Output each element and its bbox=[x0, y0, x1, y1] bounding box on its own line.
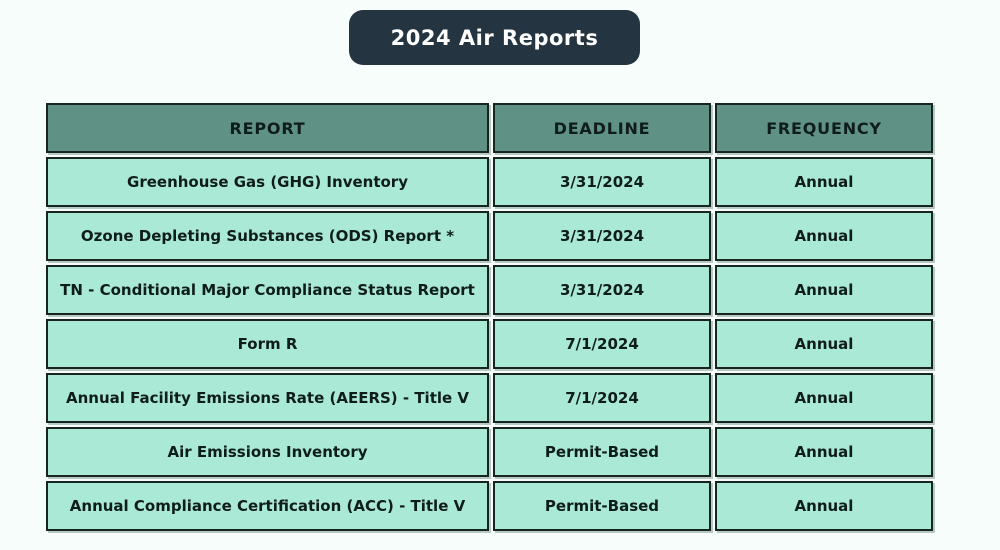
report-cell: Annual Facility Emissions Rate (AEERS) -… bbox=[46, 373, 489, 423]
frequency-cell: Annual bbox=[715, 157, 933, 207]
report-cell: Air Emissions Inventory bbox=[46, 427, 489, 477]
report-cell: Annual Compliance Certification (ACC) - … bbox=[46, 481, 489, 531]
report-cell: Ozone Depleting Substances (ODS) Report … bbox=[46, 211, 489, 261]
table-row: Greenhouse Gas (GHG) Inventory 3/31/2024… bbox=[46, 157, 933, 207]
frequency-cell: Annual bbox=[715, 319, 933, 369]
title-badge: 2024 Air Reports bbox=[349, 10, 640, 65]
frequency-cell: Annual bbox=[715, 427, 933, 477]
deadline-cell: 3/31/2024 bbox=[493, 157, 711, 207]
report-table: REPORT DEADLINE FREQUENCY Greenhouse Gas… bbox=[42, 99, 937, 535]
page-title: 2024 Air Reports bbox=[390, 25, 599, 50]
table-row: Ozone Depleting Substances (ODS) Report … bbox=[46, 211, 933, 261]
deadline-cell: 7/1/2024 bbox=[493, 319, 711, 369]
frequency-cell: Annual bbox=[715, 265, 933, 315]
report-cell: Form R bbox=[46, 319, 489, 369]
report-cell: TN - Conditional Major Compliance Status… bbox=[46, 265, 489, 315]
deadline-cell: Permit-Based bbox=[493, 427, 711, 477]
deadline-cell: Permit-Based bbox=[493, 481, 711, 531]
deadline-cell: 3/31/2024 bbox=[493, 265, 711, 315]
frequency-cell: Annual bbox=[715, 373, 933, 423]
table-row: Annual Facility Emissions Rate (AEERS) -… bbox=[46, 373, 933, 423]
table-row: Annual Compliance Certification (ACC) - … bbox=[46, 481, 933, 531]
table-row: Form R 7/1/2024 Annual bbox=[46, 319, 933, 369]
report-cell: Greenhouse Gas (GHG) Inventory bbox=[46, 157, 489, 207]
frequency-cell: Annual bbox=[715, 211, 933, 261]
table-header-row: REPORT DEADLINE FREQUENCY bbox=[46, 103, 933, 153]
column-header-report: REPORT bbox=[46, 103, 489, 153]
frequency-cell: Annual bbox=[715, 481, 933, 531]
deadline-cell: 3/31/2024 bbox=[493, 211, 711, 261]
column-header-deadline: DEADLINE bbox=[493, 103, 711, 153]
deadline-cell: 7/1/2024 bbox=[493, 373, 711, 423]
table-row: Air Emissions Inventory Permit-Based Ann… bbox=[46, 427, 933, 477]
table-row: TN - Conditional Major Compliance Status… bbox=[46, 265, 933, 315]
column-header-frequency: FREQUENCY bbox=[715, 103, 933, 153]
